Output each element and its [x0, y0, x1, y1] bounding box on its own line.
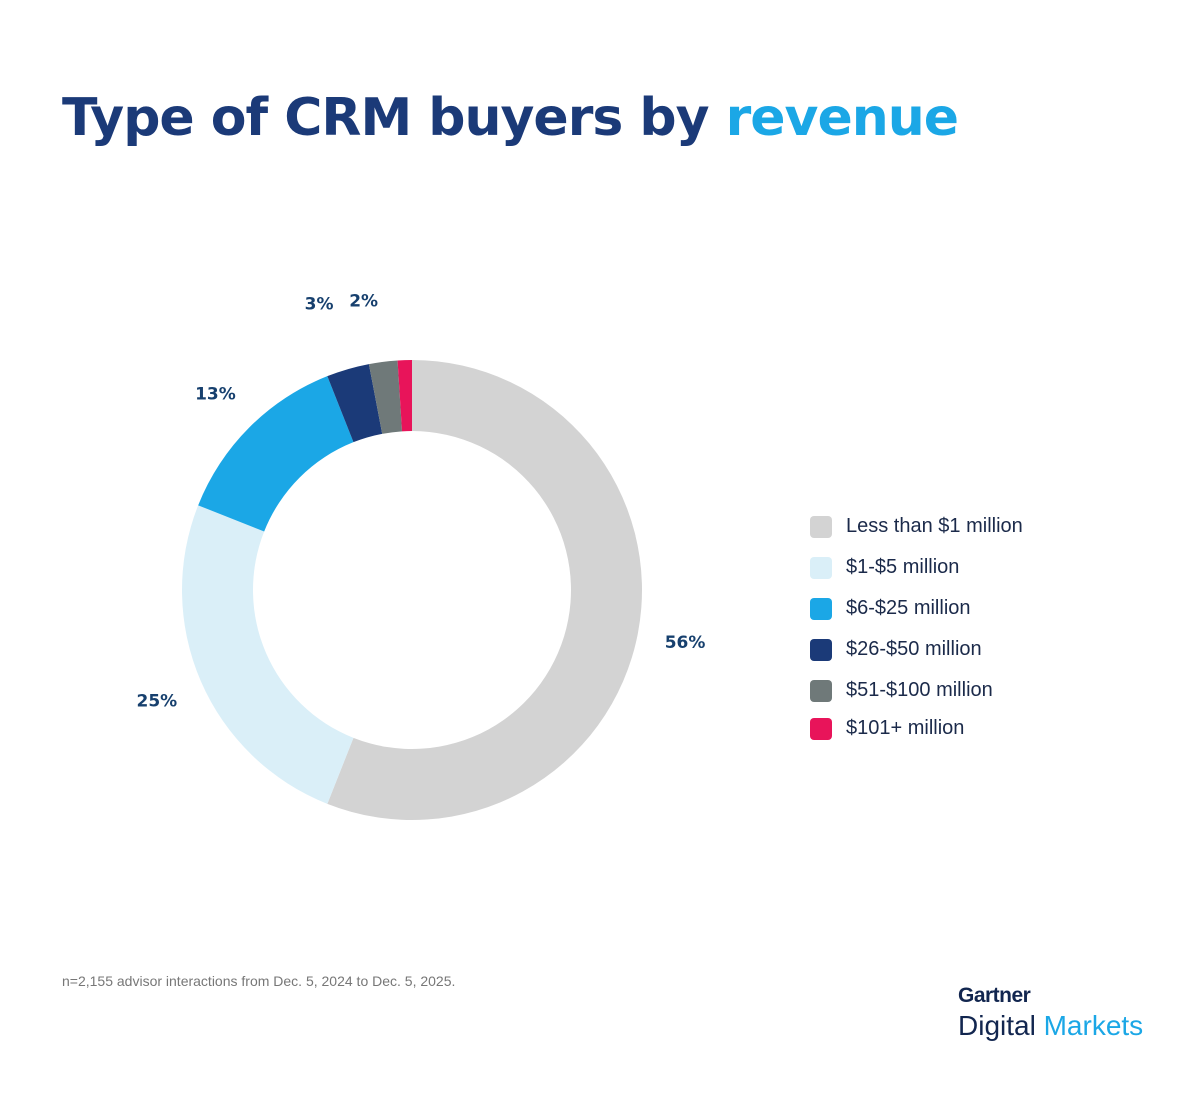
logo-brand: Gartner	[958, 984, 1031, 1007]
logo-product-2: Markets	[1043, 1010, 1144, 1041]
data-label-4: 2%	[349, 291, 378, 311]
data-label-3: 3%	[305, 295, 334, 315]
legend-item: $1-$5 million	[810, 547, 1023, 588]
logo-product-1: Digital	[958, 1010, 1036, 1041]
legend-label: $101+ million	[846, 717, 965, 739]
donut-slice-5	[397, 360, 412, 432]
legend-item: $6-$25 million	[810, 588, 1023, 629]
legend-swatch	[810, 597, 832, 620]
legend-swatch	[810, 556, 832, 579]
footnote: n=2,155 advisor interactions from Dec. 5…	[62, 973, 456, 989]
legend-item: $26-$50 million	[810, 629, 1023, 670]
legend-item: $51-$100 million	[810, 670, 1023, 711]
legend-label: $51-$100 million	[846, 679, 993, 701]
donut-slice-1	[181, 505, 354, 804]
data-label-1: 25%	[137, 691, 178, 711]
donut-slice-2	[198, 376, 354, 532]
legend-label: $1-$5 million	[846, 556, 960, 578]
data-label-2: 13%	[195, 384, 236, 404]
donut-slice-0	[327, 360, 643, 820]
legend-item: Less than $1 million	[810, 506, 1023, 547]
title-main: Type of CRM buyers by	[62, 88, 710, 148]
legend-label: $6-$25 million	[846, 597, 971, 619]
legend: Less than $1 million $1-$5 million $6-$25 …	[810, 506, 1023, 746]
legend-swatch	[810, 515, 832, 538]
legend-swatch	[810, 679, 832, 702]
gartner-digital-markets-logo: Gartner Digital Markets	[958, 984, 1143, 1042]
legend-label: Less than $1 million	[846, 515, 1023, 537]
legend-label: $26-$50 million	[846, 638, 982, 660]
data-label-0: 56%	[665, 633, 706, 653]
chart-title: Type of CRM buyers by revenue	[62, 88, 959, 148]
legend-swatch	[810, 638, 832, 661]
legend-item: $101+ million	[810, 711, 1023, 746]
donut-slice-3	[327, 364, 383, 443]
donut-slice-4	[368, 360, 403, 434]
title-accent: revenue	[725, 88, 959, 148]
legend-swatch	[810, 717, 832, 740]
